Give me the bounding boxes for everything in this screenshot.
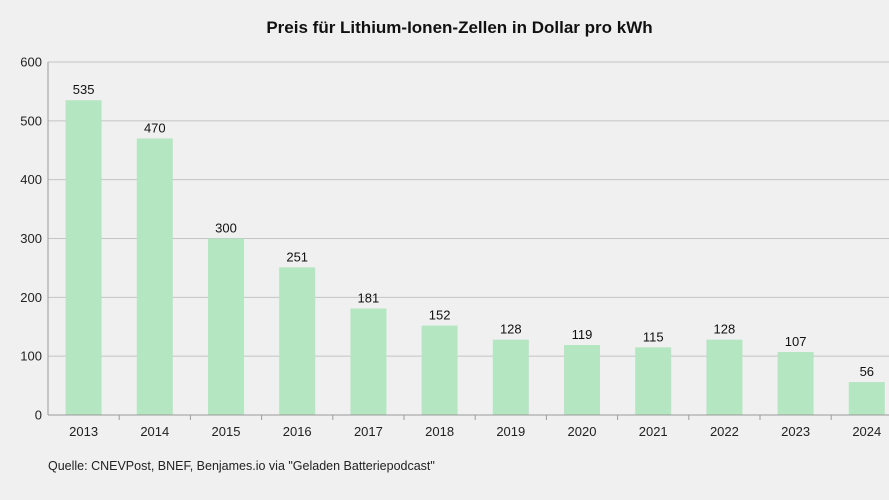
data-labels: 535 470 300 251 181 152 128 119 115 128 107 56 <box>73 82 874 379</box>
bar-2019 <box>492 339 529 415</box>
data-label: 128 <box>500 322 522 337</box>
y-tick-label: 300 <box>20 231 42 246</box>
y-tick-label: 600 <box>20 55 42 70</box>
source-note: Quelle: CNEVPost, BNEF, Benjames.io via … <box>48 459 435 473</box>
data-label: 152 <box>429 308 451 323</box>
x-tick-label: 2013 <box>69 424 98 439</box>
x-tick-label: 2019 <box>496 424 525 439</box>
data-label: 251 <box>286 249 308 264</box>
x-tick-label: 2024 <box>852 424 881 439</box>
bars <box>65 100 885 415</box>
x-tick-label: 2021 <box>639 424 668 439</box>
data-label: 107 <box>785 334 807 349</box>
x-tick-label: 2018 <box>425 424 454 439</box>
grid-lines <box>48 61 889 357</box>
y-tick-label: 100 <box>20 349 42 364</box>
bar-2021 <box>635 347 672 415</box>
y-tick-label: 200 <box>20 290 42 305</box>
x-tick-label: 2016 <box>283 424 312 439</box>
y-tick-label: 500 <box>20 113 42 128</box>
data-label: 181 <box>358 291 380 306</box>
x-tick-label: 2022 <box>710 424 739 439</box>
bar-2016 <box>279 267 316 415</box>
data-label: 470 <box>144 120 166 135</box>
bar-2022 <box>706 339 743 415</box>
bar-2013 <box>65 100 102 415</box>
y-tick-label: 400 <box>20 172 42 187</box>
bar-2018 <box>421 325 458 415</box>
data-label: 128 <box>714 322 736 337</box>
x-tick-label: 2020 <box>568 424 597 439</box>
bar-2023 <box>777 352 814 415</box>
bar-2017 <box>350 308 387 415</box>
bar-2024 <box>848 382 885 415</box>
y-tick-labels: 0 100 200 300 400 500 600 <box>20 55 42 423</box>
bar-2015 <box>208 238 244 415</box>
data-label: 115 <box>643 329 664 344</box>
axes <box>47 62 889 420</box>
data-label: 56 <box>860 364 874 379</box>
x-tick-label: 2014 <box>140 424 169 439</box>
bar-2020 <box>564 344 600 415</box>
y-tick-label: 0 <box>35 408 42 423</box>
data-label: 535 <box>73 82 95 97</box>
x-tick-label: 2015 <box>212 424 241 439</box>
data-label: 300 <box>215 221 237 236</box>
x-tick-labels: 2013 2014 2015 2016 2017 2018 2019 2020 2021 2022… <box>69 424 881 439</box>
data-label: 119 <box>572 327 593 342</box>
chart-title: Preis für Lithium-Ionen-Zellen in Dollar… <box>266 18 653 37</box>
x-tick-label: 2023 <box>781 424 810 439</box>
bar-2014 <box>136 138 173 415</box>
x-tick-label: 2017 <box>354 424 383 439</box>
